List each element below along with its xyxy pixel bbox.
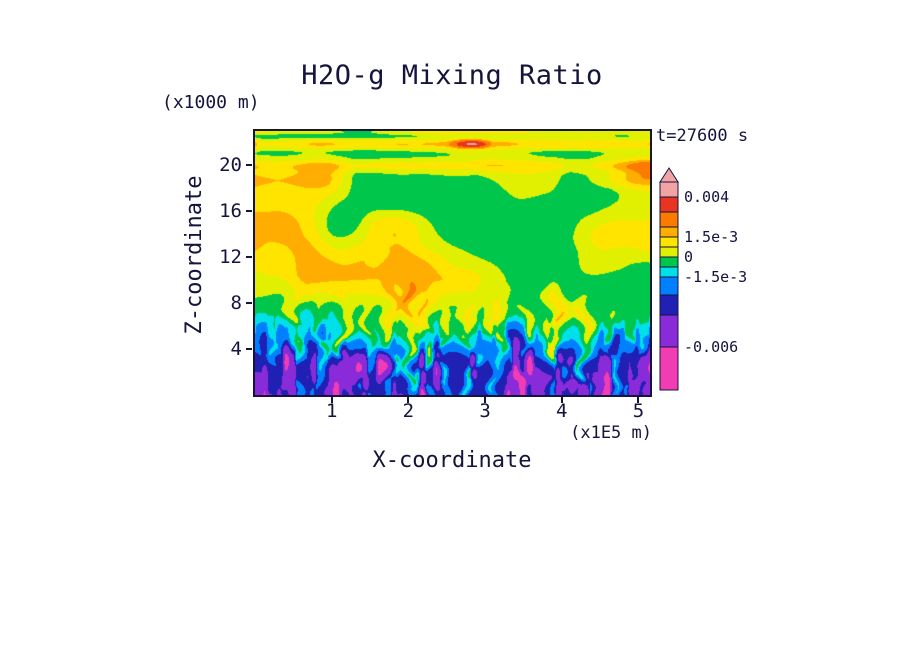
colorbar-band: [659, 266, 679, 278]
colorbar-band: [659, 226, 679, 238]
z-tick-label: 20: [219, 154, 242, 177]
colorbar-label: 0.004: [684, 188, 730, 206]
x-tick-label: 4: [556, 400, 568, 422]
colorbar-band: [659, 211, 679, 228]
colorbar-label: -0.006: [684, 338, 739, 356]
colorbar-band: [659, 294, 679, 316]
x-tick-label: 2: [402, 400, 415, 422]
x-tick-label: 3: [479, 400, 491, 422]
colorbar-band: [659, 346, 679, 391]
colorbar-band: [659, 256, 679, 268]
x-tick-label: 5: [632, 400, 645, 422]
colorbar-band: [659, 236, 679, 248]
x-tick-mark: [637, 397, 640, 403]
colorbar-band: [659, 276, 679, 296]
z-axis-units: (x1000 m): [162, 92, 260, 113]
z-tick-mark: [246, 164, 252, 167]
colorbar-band: [659, 314, 679, 348]
colorbar: [659, 167, 679, 391]
z-tick-label: 12: [219, 246, 242, 269]
colorbar-band: [659, 196, 679, 213]
z-tick-label: 8: [230, 292, 242, 315]
plot-frame: [253, 129, 652, 397]
chart-title: H2O-g Mixing Ratio: [301, 60, 603, 91]
z-tick-mark: [246, 302, 252, 305]
x-tick-mark: [330, 397, 333, 403]
x-tick-label: 1: [325, 400, 338, 422]
z-tick-label: 4: [230, 338, 242, 361]
colorbar-arrow-icon: [659, 167, 679, 183]
z-tick-label: 16: [219, 200, 242, 223]
colorbar-label: 1.5e-3: [684, 228, 739, 246]
x-tick-mark: [484, 397, 487, 403]
z-tick-mark: [246, 256, 252, 259]
z-tick-mark: [246, 348, 252, 351]
contour-field-canvas: [255, 131, 650, 395]
z-tick-mark: [246, 210, 252, 213]
x-tick-mark: [407, 397, 410, 403]
time-annotation: t=27600 s: [656, 126, 749, 146]
colorbar-band: [659, 181, 679, 198]
x-axis-units: (x1E5 m): [570, 423, 652, 443]
x-tick-mark: [560, 397, 563, 403]
colorbar-band: [659, 246, 679, 258]
x-axis-label: X-coordinate: [372, 448, 532, 473]
colorbar-label: -1.5e-3: [684, 268, 748, 286]
colorbar-label: 0: [684, 248, 694, 266]
